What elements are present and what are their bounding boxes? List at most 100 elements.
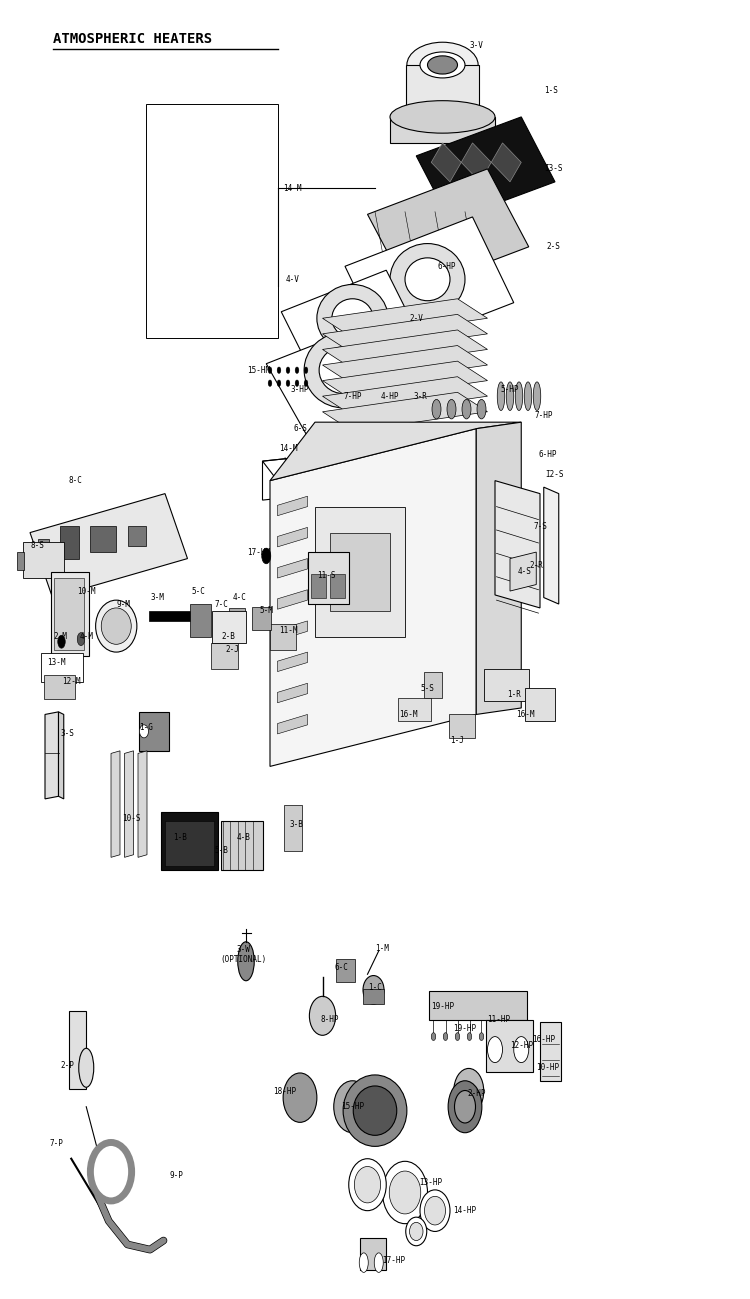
Ellipse shape: [316, 284, 388, 352]
Polygon shape: [278, 559, 308, 578]
Ellipse shape: [427, 56, 458, 74]
Text: 4-C: 4-C: [233, 594, 247, 601]
Ellipse shape: [382, 1161, 427, 1224]
Bar: [270, 624, 296, 650]
Text: 11-M: 11-M: [280, 626, 298, 634]
Text: 2-M: 2-M: [53, 633, 67, 640]
Ellipse shape: [278, 381, 280, 387]
Ellipse shape: [410, 1222, 423, 1241]
Bar: [139, 712, 169, 751]
Text: 2-S: 2-S: [547, 243, 560, 251]
Text: 8-S: 8-S: [31, 542, 44, 549]
Bar: [41, 653, 82, 682]
Bar: [54, 578, 84, 650]
Ellipse shape: [432, 400, 441, 418]
Text: 6-HP: 6-HP: [538, 451, 556, 459]
Text: 4-HP: 4-HP: [381, 392, 399, 400]
Bar: [363, 989, 384, 1004]
Ellipse shape: [420, 52, 465, 78]
Text: 1-J: 1-J: [451, 737, 464, 744]
Ellipse shape: [268, 368, 272, 374]
Text: 7-S: 7-S: [533, 522, 547, 530]
Text: 2-HP: 2-HP: [467, 1090, 485, 1098]
Polygon shape: [278, 496, 308, 516]
Polygon shape: [138, 751, 147, 857]
Bar: [311, 574, 326, 598]
Text: 5-B: 5-B: [214, 847, 228, 855]
Text: 1-G: 1-G: [140, 724, 153, 731]
Text: 14-M: 14-M: [280, 444, 298, 452]
Polygon shape: [270, 422, 521, 481]
Text: 3-S: 3-S: [61, 730, 74, 738]
Polygon shape: [322, 361, 488, 400]
Text: 3-W
(OPTIONAL): 3-W (OPTIONAL): [220, 946, 267, 964]
Bar: [284, 805, 302, 851]
Ellipse shape: [332, 299, 374, 338]
Text: 13-M: 13-M: [47, 659, 65, 666]
Bar: [148, 611, 194, 621]
Text: 2-J: 2-J: [226, 646, 239, 653]
Ellipse shape: [359, 1252, 368, 1273]
Bar: [252, 607, 271, 630]
Polygon shape: [322, 330, 488, 369]
Polygon shape: [461, 143, 491, 182]
Bar: [161, 812, 218, 870]
Polygon shape: [266, 320, 420, 436]
Polygon shape: [406, 65, 478, 117]
Text: 3-M: 3-M: [151, 594, 164, 601]
Bar: [336, 959, 355, 982]
Ellipse shape: [363, 976, 384, 1004]
Polygon shape: [270, 429, 476, 766]
Text: 3-V: 3-V: [470, 42, 483, 49]
Text: I3-S: I3-S: [544, 165, 562, 173]
Bar: [360, 1238, 386, 1270]
Text: ATMOSPHERIC HEATERS: ATMOSPHERIC HEATERS: [53, 32, 211, 47]
Text: 4-M: 4-M: [80, 633, 93, 640]
Text: 2-V: 2-V: [410, 314, 423, 322]
Ellipse shape: [101, 608, 131, 644]
Text: 10-S: 10-S: [122, 814, 140, 822]
Ellipse shape: [309, 996, 336, 1035]
Polygon shape: [124, 751, 134, 857]
Bar: [128, 526, 146, 546]
Ellipse shape: [515, 382, 523, 410]
Text: 16-HP: 16-HP: [532, 1035, 555, 1043]
Polygon shape: [278, 652, 308, 672]
Bar: [229, 608, 245, 634]
Text: 19-HP: 19-HP: [454, 1025, 476, 1033]
Polygon shape: [486, 1020, 532, 1072]
Ellipse shape: [424, 1196, 445, 1225]
Bar: [211, 643, 238, 669]
Text: 6-C: 6-C: [334, 964, 348, 972]
Ellipse shape: [514, 1037, 529, 1063]
Bar: [424, 672, 442, 698]
Bar: [448, 714, 475, 738]
Text: 19-HP: 19-HP: [431, 1003, 454, 1011]
Text: I3-HP: I3-HP: [420, 1178, 442, 1186]
Ellipse shape: [295, 381, 298, 387]
Polygon shape: [495, 481, 540, 608]
Ellipse shape: [304, 333, 382, 408]
Bar: [146, 104, 278, 338]
Text: 5-S: 5-S: [421, 685, 434, 692]
Bar: [398, 698, 431, 721]
Ellipse shape: [447, 400, 456, 418]
Bar: [44, 675, 75, 699]
Text: 16-M: 16-M: [400, 711, 418, 718]
Text: 12-HP: 12-HP: [510, 1042, 532, 1050]
Bar: [525, 688, 555, 721]
Polygon shape: [322, 346, 488, 385]
Ellipse shape: [295, 368, 298, 374]
Text: I2-S: I2-S: [546, 470, 564, 478]
Ellipse shape: [477, 400, 486, 418]
Ellipse shape: [443, 1033, 448, 1040]
Text: 11-HP: 11-HP: [488, 1016, 510, 1024]
Ellipse shape: [286, 368, 290, 374]
Ellipse shape: [320, 347, 368, 394]
Polygon shape: [390, 117, 495, 143]
Ellipse shape: [58, 635, 65, 648]
Text: 18-HP: 18-HP: [274, 1087, 296, 1095]
Text: 15-HM: 15-HM: [248, 366, 270, 374]
Ellipse shape: [406, 42, 478, 88]
Polygon shape: [345, 217, 514, 352]
